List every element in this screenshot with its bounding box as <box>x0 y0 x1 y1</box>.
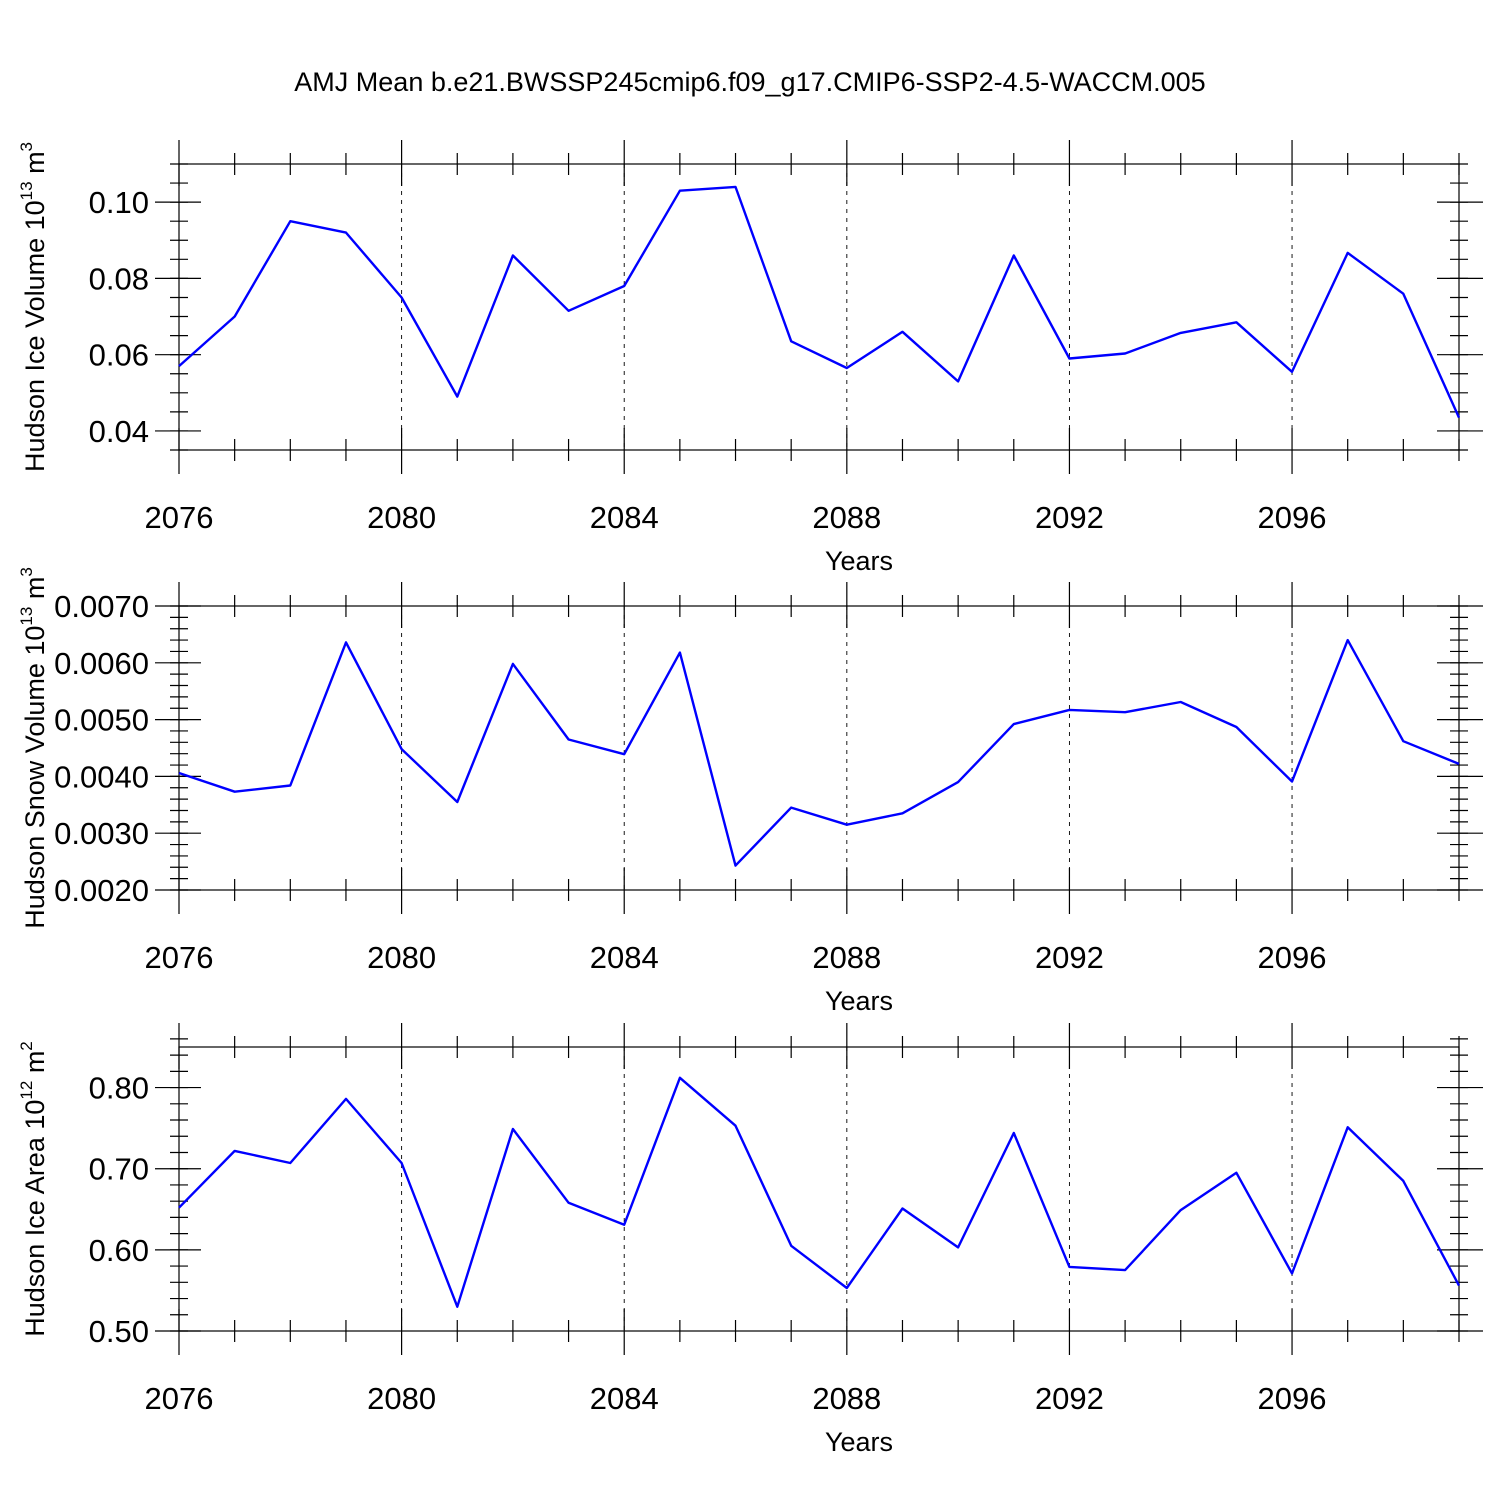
y-tick-label: 0.06 <box>89 338 149 373</box>
y-tick-label: 0.80 <box>89 1071 149 1106</box>
series-line <box>178 1076 1461 1308</box>
y-tick-label: 0.10 <box>89 185 149 220</box>
series-line <box>178 638 1460 867</box>
x-tick-label: 2076 <box>145 1381 214 1416</box>
y-tick-label: 0.0070 <box>54 589 149 624</box>
y-axis-label: Hudson Snow Volume 1013 m3 <box>17 567 50 929</box>
y-axis-label: Hudson Ice Volume 1013 m3 <box>17 142 50 472</box>
y-tick-label: 0.0040 <box>54 759 149 794</box>
panel-2: 0.0020 0.0030 0.0040 0.0050 0.0060 0.0070 2076… <box>17 567 1483 1016</box>
x-tick-label: 2088 <box>812 500 881 535</box>
y-tick-label: 0.0020 <box>54 873 149 908</box>
x-axis-label: Years <box>825 1427 893 1457</box>
y-tick-label: 0.70 <box>89 1152 149 1187</box>
panel-1: 0.04 0.06 0.08 0.10 2076 2080 2084 2088 2092 2096… <box>17 140 1483 576</box>
x-tick-label: 2088 <box>812 940 881 975</box>
y-tick-label: 0.0030 <box>54 816 149 851</box>
x-tick-label: 2096 <box>1258 500 1327 535</box>
x-tick-label: 2076 <box>145 940 214 975</box>
x-tick-label: 2092 <box>1035 940 1104 975</box>
figure-title: AMJ Mean b.e21.BWSSP245cmip6.f09_g17.CMI… <box>294 67 1205 97</box>
x-tick-label: 2076 <box>145 500 214 535</box>
x-tick-label: 2080 <box>367 1381 436 1416</box>
x-tick-label: 2092 <box>1035 1381 1104 1416</box>
x-tick-label: 2084 <box>590 500 659 535</box>
x-tick-label: 2080 <box>367 500 436 535</box>
plot-frame <box>178 163 1460 451</box>
x-axis-label: Years <box>825 546 893 576</box>
x-axis-label: Years <box>825 986 893 1016</box>
y-tick-label: 0.04 <box>89 414 149 449</box>
x-tick-label: 2084 <box>590 1381 659 1416</box>
x-tick-label: 2092 <box>1035 500 1104 535</box>
x-tick-label: 2080 <box>367 940 436 975</box>
x-tick-label: 2096 <box>1258 1381 1327 1416</box>
x-tick-label: 2096 <box>1258 940 1327 975</box>
y-tick-label: 0.0050 <box>54 703 149 738</box>
y-tick-label: 0.08 <box>89 261 149 296</box>
panels: 0.04 0.06 0.08 0.10 2076 2080 2084 2088 2092 2096… <box>17 140 1483 1457</box>
y-tick-label: 0.60 <box>89 1233 149 1268</box>
y-tick-label: 0.50 <box>89 1314 149 1349</box>
plot-frame <box>178 1046 1460 1332</box>
y-axis-label: Hudson Ice Area 1012 m2 <box>17 1041 50 1337</box>
y-tick-label: 0.0060 <box>54 646 149 681</box>
series-line <box>178 185 1461 419</box>
x-tick-label: 2084 <box>590 940 659 975</box>
plot-frame <box>178 605 1460 891</box>
x-tick-label: 2088 <box>812 1381 881 1416</box>
panel-3: 0.50 0.60 0.70 0.80 2076 2080 2084 2088 2092 2096… <box>17 1023 1483 1457</box>
